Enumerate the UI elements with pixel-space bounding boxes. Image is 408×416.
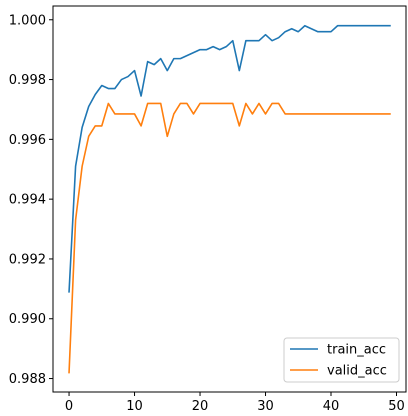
x-tick-label: 40 [323, 399, 340, 414]
y-tick-label: 0.996 [9, 133, 46, 148]
y-tick-label: 0.990 [9, 312, 46, 327]
legend-label-train_acc: train_acc [327, 343, 386, 358]
x-tick-label: 10 [126, 399, 143, 414]
y-tick-label: 0.994 [9, 193, 46, 208]
series-line-train_acc [68, 24, 391, 293]
axes: 0 10 20 30 40 50 0.988 0.990 0.992 0.994 0.996 0.99… [9, 5, 407, 414]
x-tick-label: 50 [388, 399, 405, 414]
series-line-valid_acc [68, 102, 391, 374]
legend: train_acc valid_acc [283, 337, 400, 383]
legend-label-valid_acc: valid_acc [327, 364, 387, 379]
y-tick-label: 0.988 [9, 372, 46, 387]
x-tick-label: 30 [257, 399, 274, 414]
y-tick-label: 0.992 [9, 252, 46, 267]
y-tick-label: 0.998 [9, 73, 46, 88]
x-tick-label: 20 [192, 399, 209, 414]
plot-area [68, 24, 391, 374]
y-tick-label: 1.000 [9, 13, 46, 28]
x-tick-label: 0 [65, 399, 73, 414]
